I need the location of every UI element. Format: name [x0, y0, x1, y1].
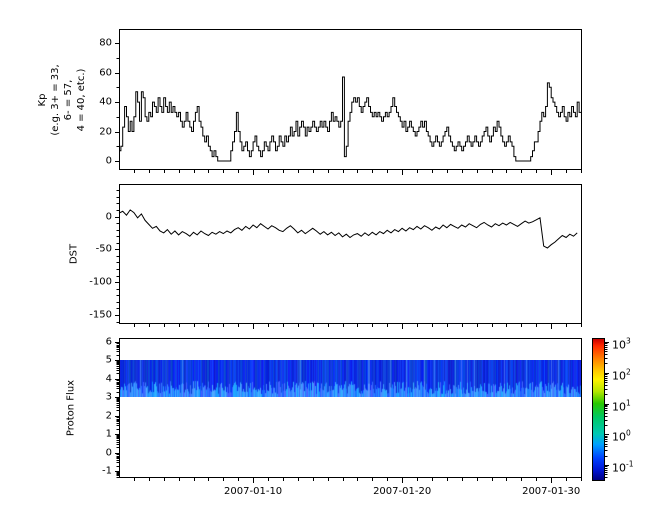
- colorbar-tick-label: 10-1: [612, 459, 634, 475]
- colorbar-tick-label: 100: [612, 428, 631, 444]
- kp-axis-label: Kp (e.g. 3+ = 33, 6- = 57, 4 = 40, etc.): [37, 64, 87, 136]
- colorbar: [592, 338, 605, 481]
- dst-axis-label: DST: [68, 243, 80, 265]
- dst-ytick-label: 0: [105, 211, 112, 222]
- proton-flux-plot-area: [119, 338, 582, 478]
- kp-ytick-label: 60: [99, 67, 112, 79]
- kp-ytick-label: 40: [99, 96, 112, 108]
- proton_flux-ytick-label: 6: [105, 336, 112, 348]
- dst-ytick-label: -50: [95, 243, 112, 255]
- kp-ytick-label: 0: [105, 155, 112, 167]
- colorbar-tick-label: 102: [612, 367, 631, 383]
- date-tick-label: 2007-01-10: [224, 486, 283, 497]
- dst-ytick-label: -100: [89, 276, 112, 288]
- proton_flux-ytick-label: 5: [105, 354, 112, 366]
- proton_flux-ytick-label: 3: [105, 391, 112, 403]
- dst-plot-area: [119, 184, 582, 324]
- proton_flux-ytick-label: 4: [105, 373, 112, 385]
- date-tick-label: 2007-01-30: [522, 486, 581, 497]
- proton-flux-band: [120, 360, 581, 397]
- proton_flux-ytick-label: 0: [105, 447, 112, 459]
- dst-ytick-label: -150: [89, 309, 112, 321]
- kp-plot-area: [119, 29, 582, 170]
- kp-ytick-label: 80: [99, 37, 112, 49]
- colorbar-tick-label: 101: [612, 398, 631, 413]
- date-tick-label: 2007-01-20: [373, 486, 432, 497]
- proton-flux-axis-label: Proton Flux: [65, 379, 77, 437]
- kp-ytick-label: 20: [99, 126, 112, 138]
- proton_flux-ytick-label: 1: [105, 428, 112, 440]
- colorbar-tick-label: 103: [612, 336, 631, 352]
- proton_flux-ytick-label: -1: [102, 465, 112, 477]
- proton_flux-ytick-label: 2: [105, 410, 112, 422]
